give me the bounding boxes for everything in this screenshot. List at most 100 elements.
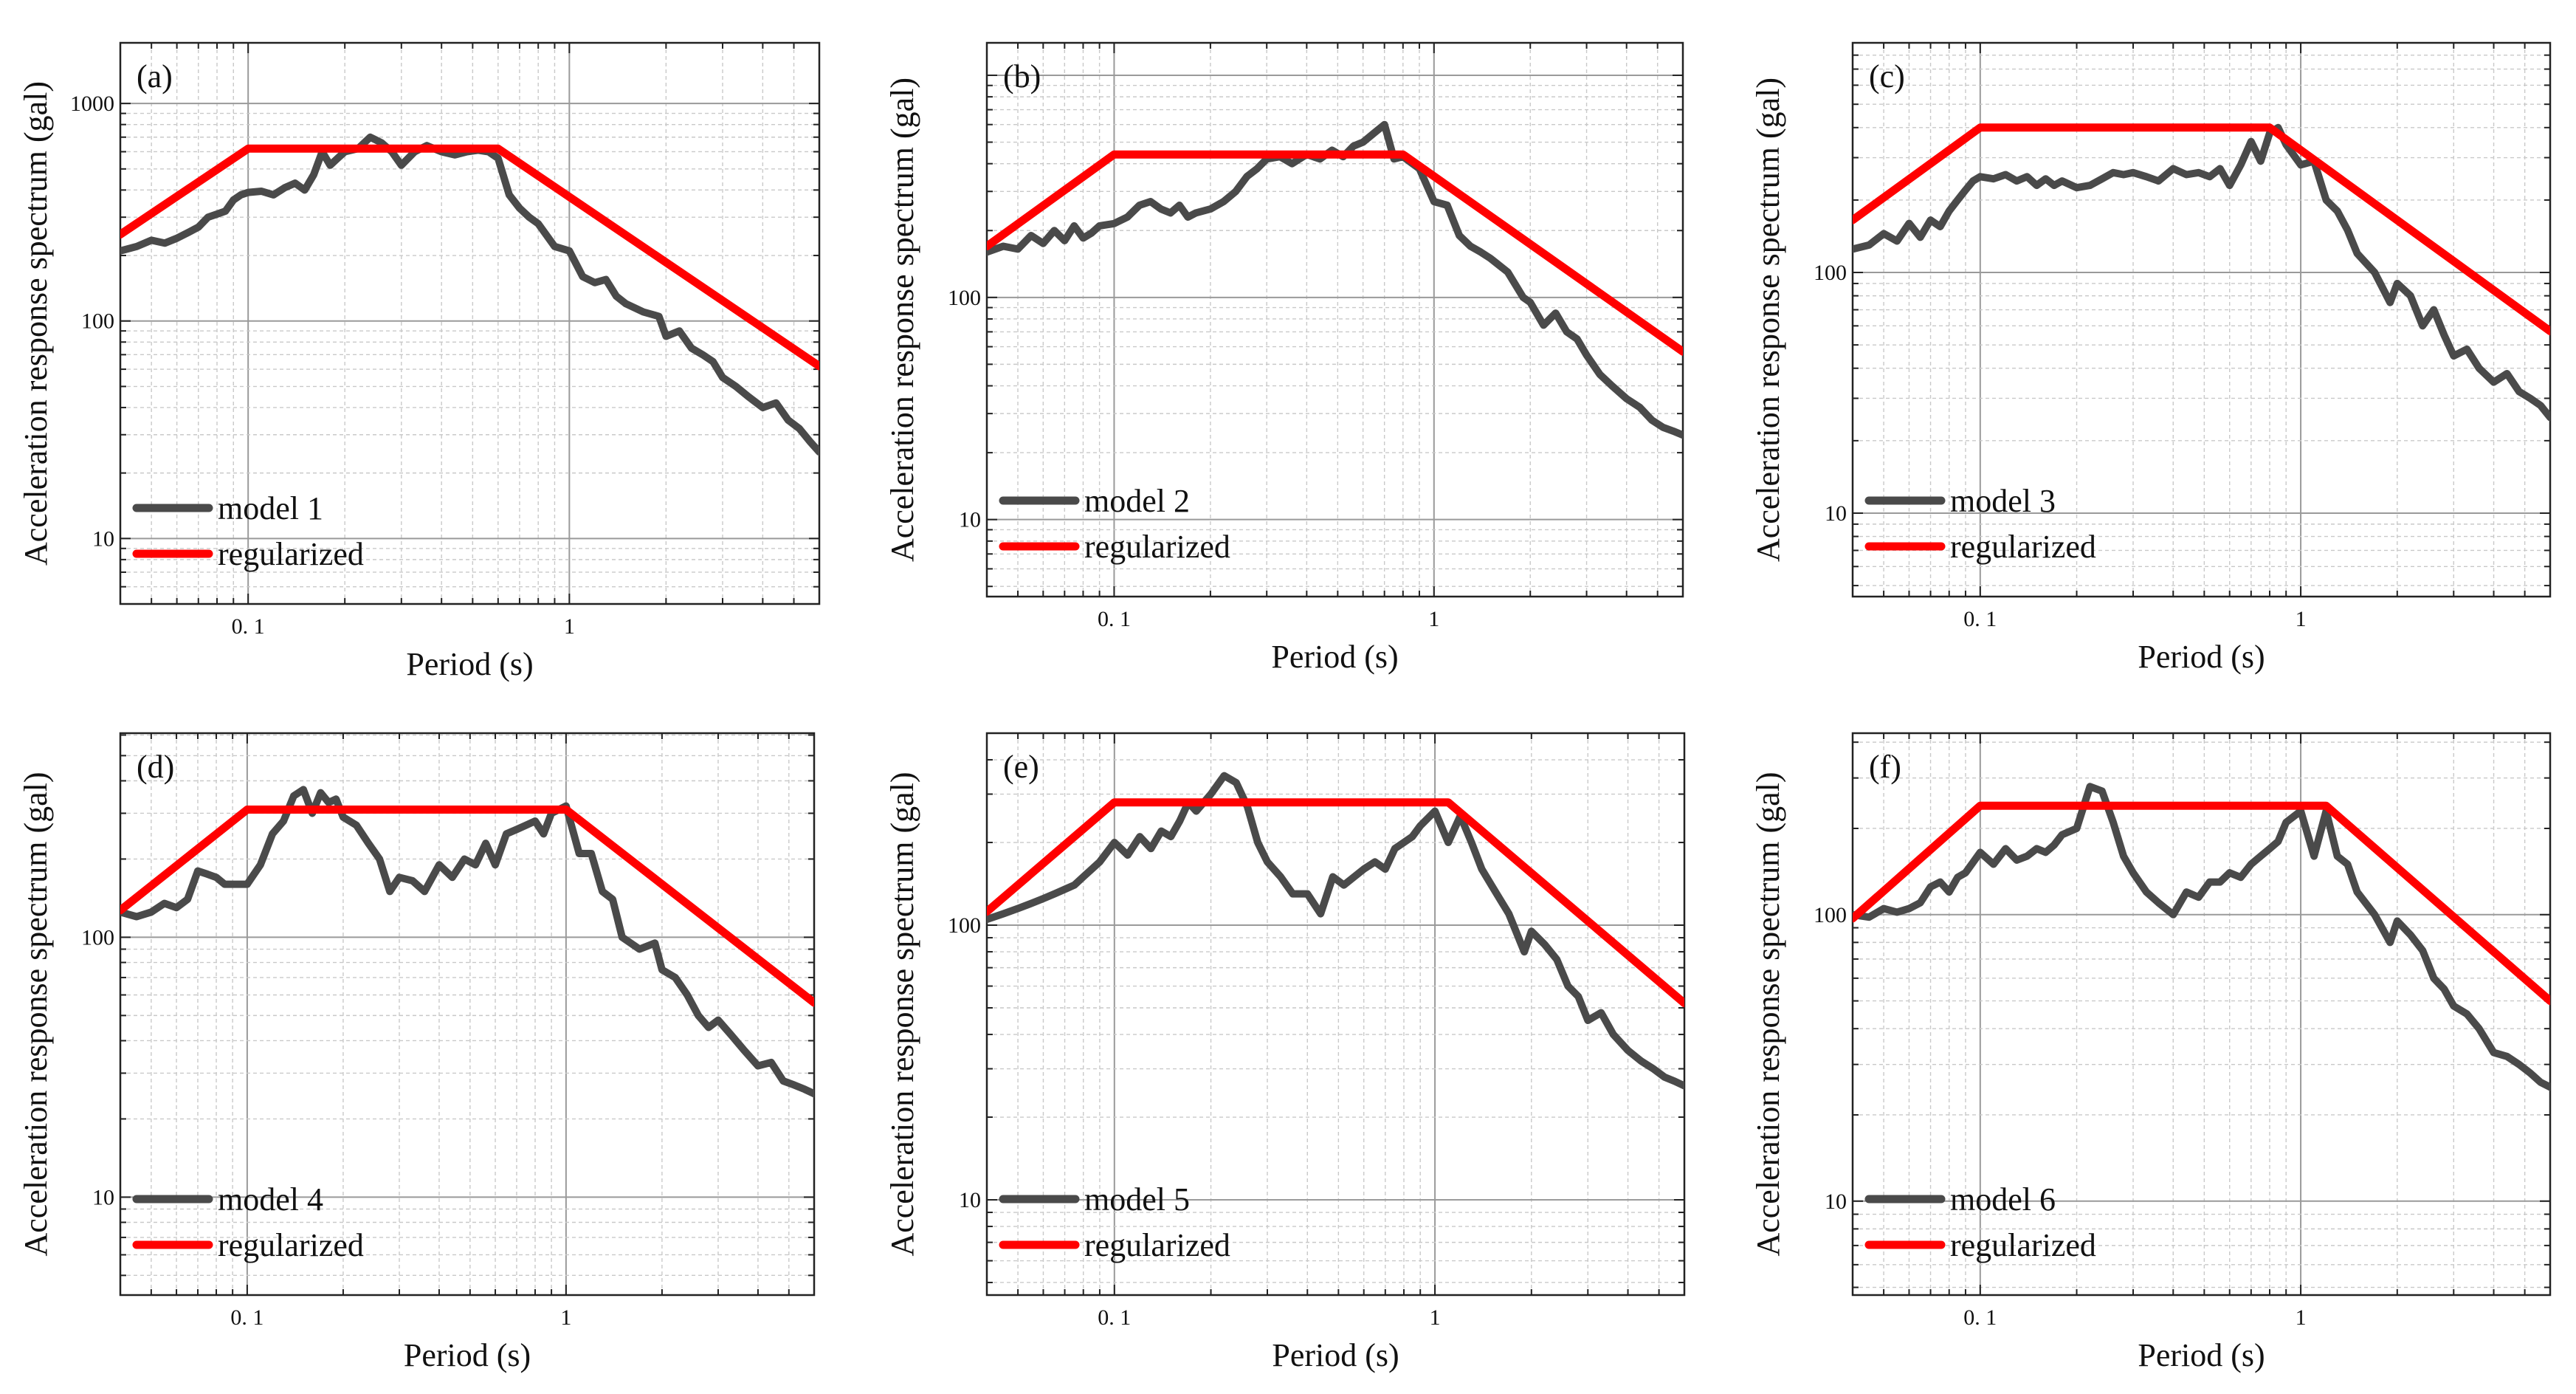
panel-label: (d)	[137, 749, 174, 785]
tick-marks-d	[120, 733, 814, 1295]
panel-label: (a)	[137, 58, 173, 95]
legend-a: model 1 regularized	[132, 490, 364, 572]
x-tick-label: 0. 1	[232, 614, 265, 639]
legend-b: model 2 regularized	[999, 483, 1230, 565]
y-axis-title: Acceleration response spectrum (gal)	[1750, 78, 1786, 562]
series-group-b	[987, 120, 1683, 439]
y-tick-label: 10	[959, 1188, 981, 1212]
panel-label: (b)	[1003, 58, 1041, 95]
plot-frame-c	[1851, 41, 2552, 598]
legend-d: model 4 regularized	[132, 1181, 364, 1263]
y-tick-label: 100	[81, 925, 114, 950]
x-axis-title: Period (s)	[1272, 1337, 1399, 1373]
model-series-line	[120, 786, 814, 1098]
model-series-line	[987, 772, 1684, 1090]
y-tick-label: 10	[92, 526, 114, 551]
chart-panel-b: 0. 1 1 10 100 Period (s) Acceleration respons…	[884, 41, 1684, 675]
legend-label-regularized: regularized	[1084, 1227, 1230, 1263]
plot-frame-a	[119, 41, 821, 605]
y-tick-label: 100	[81, 309, 114, 334]
series-group-d	[120, 786, 814, 1098]
x-tick-label: 0. 1	[1098, 1305, 1131, 1330]
y-tick-label: 10	[959, 508, 981, 532]
x-tick-label: 0. 1	[1963, 607, 1997, 631]
x-tick-label: 1	[2296, 607, 2307, 631]
y-tick-label: 100	[948, 286, 981, 310]
legend-label-model: model 4	[218, 1181, 323, 1218]
chart-panel-a: 0. 1 1 10 100 1000 Period (s) Acceleration res…	[18, 41, 821, 682]
plot-frame-d	[119, 732, 816, 1297]
x-tick-label: 0. 1	[230, 1305, 264, 1330]
x-axis-title: Period (s)	[2138, 639, 2265, 675]
regularized-series-line	[1853, 801, 2550, 1006]
regularized-series-line	[120, 144, 819, 371]
panel-label: (e)	[1003, 749, 1039, 785]
y-tick-label: 100	[1814, 261, 1847, 285]
series-group-f	[1853, 783, 2550, 1091]
regularized-series-line	[987, 150, 1683, 356]
x-axis-title: Period (s)	[2138, 1337, 2265, 1373]
legend-label-model: model 6	[1950, 1181, 2056, 1218]
grid-e	[987, 733, 1684, 1295]
legend-f: model 6 regularized	[1864, 1181, 2096, 1263]
plot-frame-b	[985, 41, 1684, 598]
plot-frame-e	[985, 732, 1686, 1297]
chart-panel-c: 0. 1 1 10 100 Period (s) Acceleration respons…	[1750, 41, 2552, 675]
legend-label-regularized: regularized	[1950, 1227, 2096, 1263]
plot-frame-f	[1851, 732, 2552, 1297]
model-series-line	[987, 120, 1683, 439]
series-group-e	[987, 772, 1684, 1090]
chart-panel-d: 0. 1 1 10 100 Period (s) Acceleration respons…	[18, 732, 816, 1373]
tick-marks-e	[987, 733, 1684, 1295]
y-axis-title: Acceleration response spectrum (gal)	[1750, 772, 1786, 1256]
x-tick-label: 1	[1428, 607, 1439, 631]
x-tick-label: 1	[1430, 1305, 1441, 1330]
series-group-c	[1853, 123, 2550, 422]
legend-label-regularized: regularized	[218, 536, 364, 572]
y-tick-label: 100	[948, 913, 981, 938]
series-group-a	[120, 133, 819, 456]
y-tick-label: 10	[92, 1185, 114, 1209]
panel-label: (c)	[1869, 58, 1905, 95]
y-axis-title: Acceleration response spectrum (gal)	[884, 772, 920, 1256]
x-tick-label: 1	[560, 1305, 571, 1330]
legend-label-regularized: regularized	[218, 1227, 364, 1263]
legend-c: model 3 regularized	[1864, 483, 2096, 565]
grid-d	[120, 733, 814, 1295]
x-tick-label: 1	[564, 614, 575, 639]
grid-b	[987, 43, 1683, 597]
y-tick-label: 10	[1825, 501, 1847, 526]
legend-label-model: model 5	[1084, 1181, 1190, 1218]
legend-label-model: model 3	[1950, 483, 2056, 519]
y-axis-title: Acceleration response spectrum (gal)	[18, 772, 54, 1256]
model-series-line	[1853, 123, 2550, 422]
tick-marks-a	[120, 43, 819, 604]
y-axis-title: Acceleration response spectrum (gal)	[884, 78, 920, 562]
legend-label-model: model 1	[218, 490, 323, 526]
x-tick-label: 1	[2296, 1305, 2307, 1330]
model-series-line	[120, 133, 819, 456]
legend-label-model: model 2	[1084, 483, 1190, 519]
y-tick-label: 100	[1814, 903, 1847, 927]
y-axis-title: Acceleration response spectrum (gal)	[18, 81, 54, 566]
tick-marks-b	[987, 43, 1683, 597]
tick-marks-f	[1853, 733, 2550, 1295]
x-axis-title: Period (s)	[404, 1337, 531, 1373]
legend-label-regularized: regularized	[1950, 529, 2096, 565]
chart-panel-e: 0. 1 1 10 100 Period (s) Acceleration respons…	[884, 732, 1686, 1373]
regularized-series-line	[120, 806, 814, 1007]
tick-marks-c	[1853, 43, 2550, 597]
grid-a	[120, 43, 819, 604]
grid-c	[1853, 43, 2550, 597]
y-tick-label: 1000	[70, 92, 114, 116]
regularized-series-line	[987, 798, 1684, 1008]
panel-label: (f)	[1869, 749, 1901, 785]
legend-label-regularized: regularized	[1084, 529, 1230, 565]
legend-e: model 5 regularized	[999, 1181, 1230, 1263]
regularized-series-line	[1853, 123, 2550, 336]
x-tick-label: 0. 1	[1098, 607, 1131, 631]
y-tick-label: 10	[1825, 1189, 1847, 1214]
x-axis-title: Period (s)	[406, 646, 533, 682]
model-series-line	[1853, 783, 2550, 1091]
